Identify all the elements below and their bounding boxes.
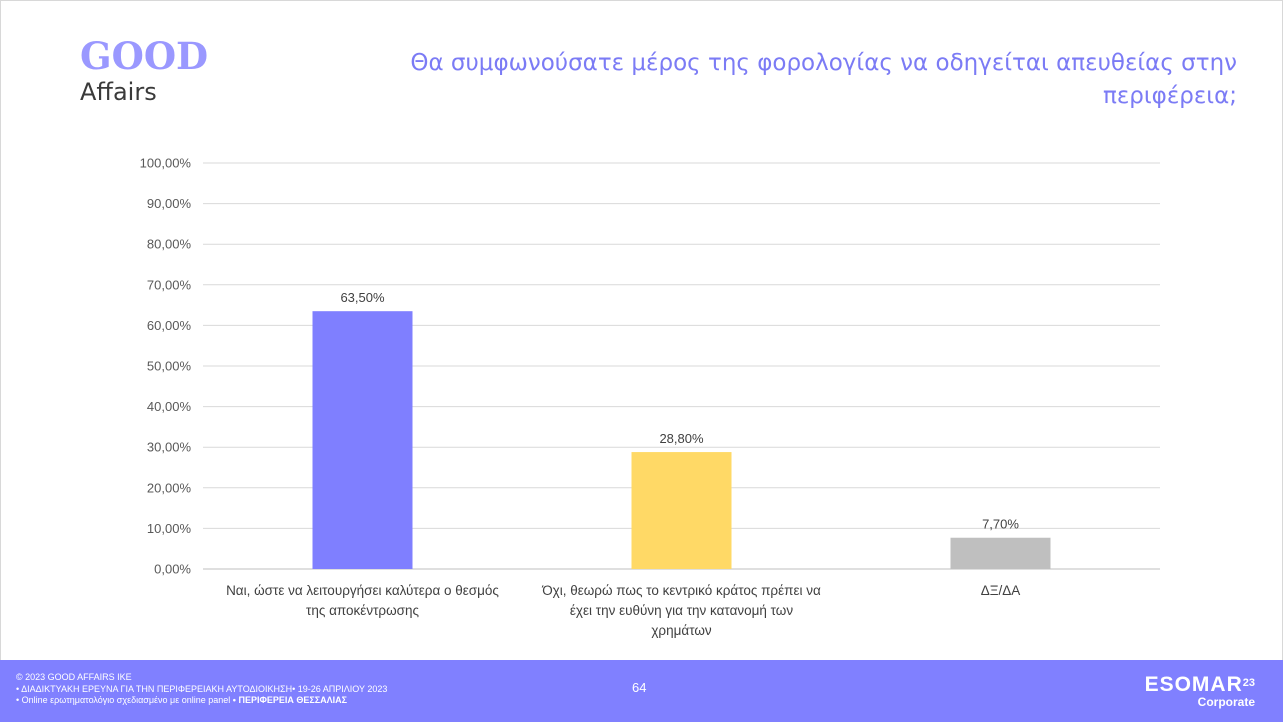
footer-bar: © 2023 GOOD AFFAIRS IKE • ΔΙΑΔΙΚΤΥΑΚΗ ΕΡ… <box>0 660 1283 722</box>
logo-good-text: GOOD <box>80 34 209 78</box>
footer-method-text: • Online ερωτηματολόγιο σχεδιασμένο με o… <box>16 695 233 705</box>
esomar-logo: ESOMAR23 Corporate <box>1145 673 1255 709</box>
y-tick-label: 90,00% <box>147 196 192 211</box>
data-label: 7,70% <box>982 517 1019 532</box>
y-tick-label: 70,00% <box>147 277 192 292</box>
bar <box>950 537 1051 569</box>
bar-chart: 0,00% 10,00% 20,00% 30,00% 40,00% 50,00% 60,00… <box>140 156 1160 638</box>
data-label: 63,50% <box>340 290 385 305</box>
page-number: 64 <box>632 680 647 695</box>
y-tick-label: 20,00% <box>147 480 192 495</box>
y-tick-label: 30,00% <box>147 440 192 455</box>
esomar-text: ESOMAR <box>1144 673 1243 696</box>
esomar-corporate: Corporate <box>1197 695 1255 709</box>
y-tick-label: 80,00% <box>147 237 192 252</box>
footer-copyright: © 2023 GOOD AFFAIRS IKE <box>16 672 132 682</box>
y-tick-label: 60,00% <box>147 318 192 333</box>
footer-method: • Online ερωτηματολόγιο σχεδιασμένο με o… <box>16 695 387 707</box>
y-tick-label: 100,00% <box>140 156 192 171</box>
y-tick-label: 40,00% <box>147 399 192 414</box>
footer-credits: © 2023 GOOD AFFAIRS IKE • ΔΙΑΔΙΚΤΥΑΚΗ ΕΡ… <box>16 672 387 707</box>
footer-region: • ΠΕΡΙΦΕΡΕΙΑ ΘΕΣΣΑΛΙΑΣ <box>232 695 348 705</box>
logo-affairs-text: Affairs <box>80 78 157 106</box>
y-tick-label: 0,00% <box>154 562 191 577</box>
footer-survey-info: • ΔΙΑΔΙΚΤΥΑΚΗ ΕΡΕΥΝΑ ΓΙΑ ΤΗΝ ΠΕΡΙΦΕΡΕΙΑΚ… <box>16 683 388 694</box>
x-tick-label: Ναι, ώστε να λειτουργήσει καλύτερα ο θεσ… <box>226 583 499 618</box>
good-affairs-logo: GOOD Affairs <box>80 38 220 118</box>
bar <box>312 311 413 569</box>
esomar-sup: 23 <box>1242 677 1255 689</box>
slide-title: Θα συμφωνούσατε μέρος της φορολογίας να … <box>410 50 1237 109</box>
x-tick-label: ΔΞ/ΔΑ <box>981 583 1021 598</box>
bar <box>631 452 732 569</box>
data-label: 28,80% <box>659 431 704 446</box>
y-tick-label: 50,00% <box>147 359 192 374</box>
y-tick-label: 10,00% <box>147 521 192 536</box>
x-tick-label: Όχι, θεωρώ πως το κεντρικό κράτος πρέπει… <box>541 583 821 638</box>
